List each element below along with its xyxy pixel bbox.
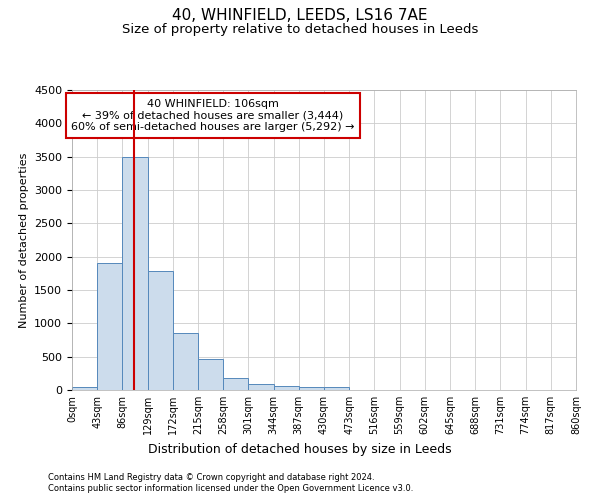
Bar [97,264,122,390]
Text: Contains public sector information licensed under the Open Government Licence v3: Contains public sector information licen… [48,484,413,493]
Text: Contains HM Land Registry data © Crown copyright and database right 2024.: Contains HM Land Registry data © Crown c… [48,472,374,482]
Text: Distribution of detached houses by size in Leeds: Distribution of detached houses by size … [148,442,452,456]
Bar [274,386,299,390]
Bar [248,384,274,390]
Bar [299,386,324,390]
Text: 40 WHINFIELD: 106sqm
← 39% of detached houses are smaller (3,444)
60% of semi-de: 40 WHINFIELD: 106sqm ← 39% of detached h… [71,99,355,132]
Bar [72,386,97,390]
Bar [173,332,198,390]
Bar [198,360,223,390]
Bar [122,156,148,390]
Bar [223,378,248,390]
Bar [148,272,173,390]
Text: 40, WHINFIELD, LEEDS, LS16 7AE: 40, WHINFIELD, LEEDS, LS16 7AE [172,8,428,22]
Text: Size of property relative to detached houses in Leeds: Size of property relative to detached ho… [122,22,478,36]
Y-axis label: Number of detached properties: Number of detached properties [19,152,29,328]
Bar [324,387,349,390]
